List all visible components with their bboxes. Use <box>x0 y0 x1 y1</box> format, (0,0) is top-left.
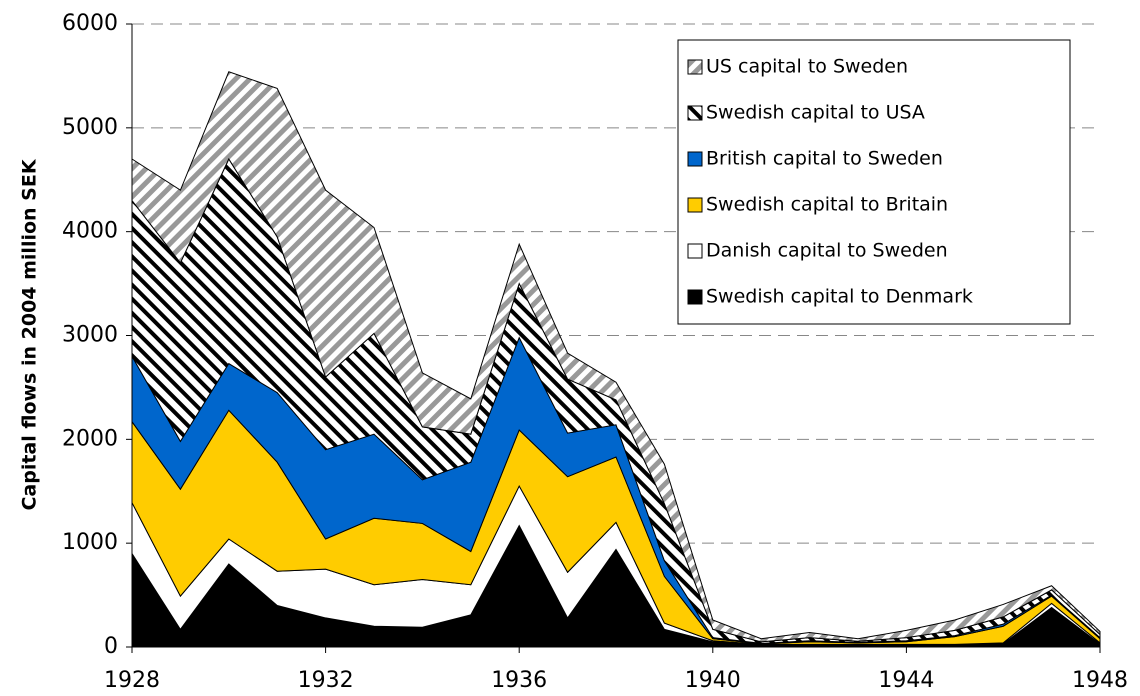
legend-swatch <box>687 289 703 305</box>
legend-label: Swedish capital to Denmark <box>706 286 973 308</box>
x-tick-label: 1936 <box>491 668 547 693</box>
x-tick-label: 1944 <box>878 668 934 693</box>
x-tick-label: 1940 <box>685 668 741 693</box>
y-tick-label: 5000 <box>62 115 118 140</box>
y-axis-label: Capital flows in 2004 million SEK <box>19 158 41 510</box>
legend-swatch <box>687 151 703 167</box>
x-tick-label: 1948 <box>1072 668 1128 693</box>
legend-box <box>677 39 1071 325</box>
y-tick-label: 3000 <box>62 323 118 348</box>
legend: US capital to Sweden Swedish capital to U… <box>677 39 1071 325</box>
y-tick-label: 0 <box>104 634 118 659</box>
y-tick-label: 2000 <box>62 426 118 451</box>
legend-label: British capital to Sweden <box>706 148 943 170</box>
y-tick-label: 4000 <box>62 219 118 244</box>
x-tick-label: 1932 <box>298 668 354 693</box>
legend-label: Swedish capital to Britain <box>706 194 948 216</box>
y-tick-label: 6000 <box>62 11 118 36</box>
legend-label: Danish capital to Sweden <box>706 240 948 262</box>
area <box>131 71 1101 643</box>
legend-swatch <box>687 197 703 213</box>
legend-swatch <box>687 105 703 121</box>
legend-label: US capital to Sweden <box>706 56 908 78</box>
legend-label: Swedish capital to USA <box>706 102 925 124</box>
legend-swatch <box>687 243 703 259</box>
x-tick-label: 1928 <box>104 668 160 693</box>
y-tick-label: 1000 <box>62 530 118 555</box>
legend-swatch <box>687 59 703 75</box>
